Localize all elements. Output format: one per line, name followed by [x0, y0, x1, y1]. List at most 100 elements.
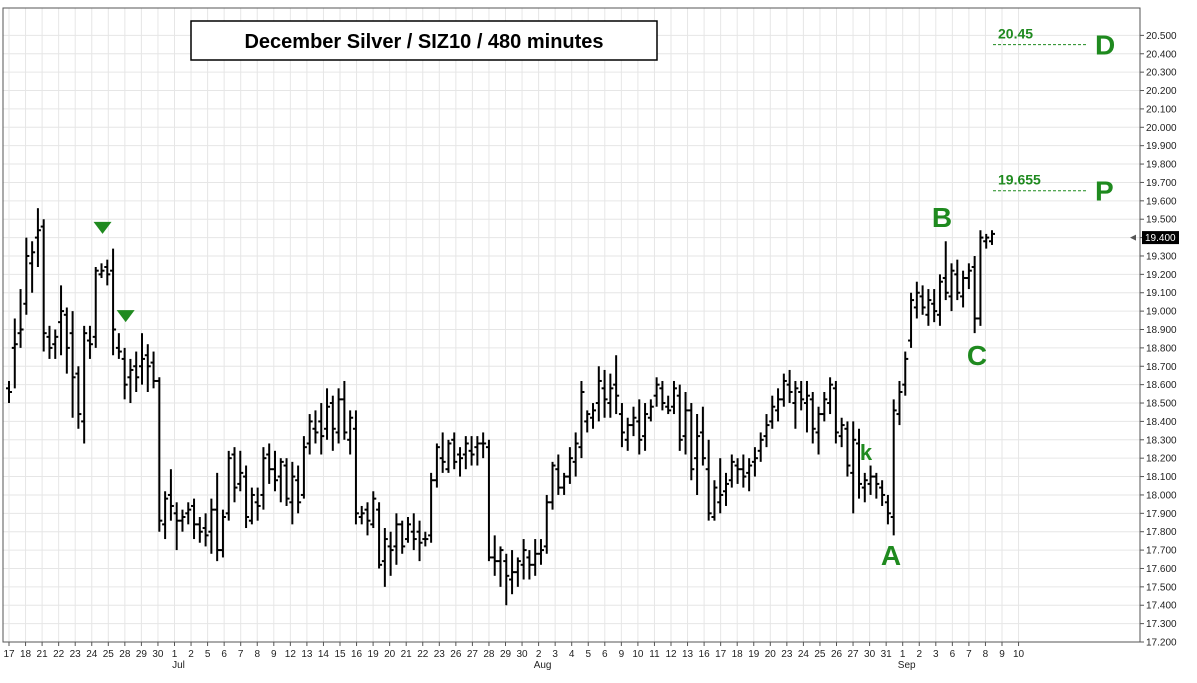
ohlc-bar: [584, 410, 591, 433]
x-tick-label: 6: [950, 649, 956, 660]
ohlc-bar: [595, 366, 602, 422]
ohlc-bar: [237, 450, 244, 492]
x-tick-label: 25: [103, 649, 115, 660]
ohlc-bar: [260, 447, 267, 510]
last-price-label: 19.400: [1145, 233, 1176, 244]
ohlc-bar: [890, 399, 897, 536]
x-tick-label: 11: [649, 649, 660, 660]
ohlc-bar: [832, 380, 839, 444]
x-tick-label: 13: [682, 649, 694, 660]
ohlc-bar: [370, 491, 377, 529]
x-tick-label: 16: [699, 649, 711, 660]
y-tick-label: 18.800: [1146, 343, 1177, 354]
x-tick-label: 6: [602, 649, 608, 660]
ohlc-bar: [942, 241, 949, 301]
ohlc-bar: [433, 443, 440, 488]
ohlc-bar: [838, 417, 845, 448]
ohlc-bar: [474, 436, 481, 466]
ohlc-bar: [861, 472, 868, 503]
ohlc-bar: [306, 414, 313, 455]
x-tick-label: 20: [384, 649, 396, 660]
ohlc-bar: [387, 531, 394, 576]
ohlc-bar: [769, 395, 776, 429]
y-tick-label: 18.300: [1146, 435, 1177, 446]
x-tick-label: 19: [368, 649, 380, 660]
ohlc-bar: [81, 325, 88, 444]
y-tick-label: 19.500: [1146, 215, 1177, 226]
x-tick-label: 27: [467, 649, 479, 660]
ohlc-bar: [537, 539, 544, 565]
x-tick-label: 9: [999, 649, 1005, 660]
last-price-box: [1142, 231, 1179, 245]
ohlc-bar: [850, 421, 857, 514]
ohlc-bar: [566, 447, 573, 484]
ohlc-bar: [711, 480, 718, 521]
x-tick-label: 7: [966, 649, 972, 660]
ohlc-bar: [572, 432, 579, 477]
ohlc-bar: [694, 414, 701, 495]
ohlc-bar: [138, 333, 145, 385]
ohlc-bar: [636, 399, 643, 455]
x-tick-label: 15: [334, 649, 346, 660]
ohlc-bar: [757, 432, 764, 462]
y-tick-label: 18.400: [1146, 417, 1177, 428]
ohlc-bar: [983, 233, 990, 249]
y-tick-label: 19.300: [1146, 251, 1177, 262]
y-tick-label: 18.600: [1146, 380, 1177, 391]
ohlc-bar: [300, 436, 307, 499]
ohlc-bar: [445, 439, 452, 473]
ohlc-bar: [665, 395, 672, 415]
ohlc-bar: [561, 472, 568, 495]
x-tick-label: 23: [70, 649, 82, 660]
ohlc-bar: [532, 539, 539, 576]
x-tick-label: 9: [619, 649, 625, 660]
ohlc-bar: [127, 358, 134, 404]
x-tick-label: 10: [632, 649, 644, 660]
ohlc-bar: [740, 454, 747, 488]
ohlc-bar: [734, 458, 741, 484]
ohlc-bar: [231, 447, 238, 503]
x-tick-label: 26: [831, 649, 843, 660]
x-tick-label: 14: [318, 649, 330, 660]
ohlc-bar: [364, 502, 371, 536]
y-tick-label: 17.600: [1146, 564, 1177, 575]
y-tick-label: 20.000: [1146, 123, 1177, 134]
ohlc-bar: [699, 406, 706, 466]
y-tick-label: 18.700: [1146, 362, 1177, 373]
x-tick-label: 25: [814, 649, 826, 660]
y-tick-label: 18.900: [1146, 325, 1177, 336]
ohlc-bar: [52, 329, 59, 359]
ohlc-bar: [92, 267, 99, 348]
y-tick-label: 19.600: [1146, 196, 1177, 207]
x-tick-label: 10: [1013, 649, 1025, 660]
ohlc-bar: [867, 465, 874, 495]
x-tick-label: 27: [847, 649, 859, 660]
ohlc-bar: [965, 263, 972, 290]
ohlc-bar: [509, 550, 516, 595]
x-tick-label: 12: [665, 649, 677, 660]
y-tick-label: 19.200: [1146, 270, 1177, 281]
ohlc-bar: [243, 465, 250, 529]
ohlc-bar: [115, 333, 122, 359]
ohlc-bar: [462, 436, 469, 470]
x-tick-label: 5: [585, 649, 591, 660]
ohlc-bar: [439, 432, 446, 473]
x-tick-label: 23: [781, 649, 793, 660]
x-tick-label: 13: [301, 649, 313, 660]
x-tick-label: 18: [732, 649, 744, 660]
ohlc-bar: [688, 403, 695, 481]
ohlc-bar: [491, 535, 498, 576]
ohlc-bar: [884, 494, 891, 525]
month-label: Jul: [172, 660, 185, 671]
ohlc-bar: [23, 237, 30, 315]
ohlc-bar: [173, 502, 180, 551]
triangle-marker: [116, 310, 135, 323]
ohlc-bar: [271, 450, 278, 492]
ohlc-bar: [514, 557, 521, 587]
ohlc-bar: [751, 447, 758, 477]
y-tick-label: 17.300: [1146, 619, 1177, 630]
y-tick-label: 17.700: [1146, 546, 1177, 557]
ohlc-bar: [381, 528, 388, 587]
ohlc-bar: [601, 369, 608, 418]
ohlc-bar: [798, 380, 805, 411]
